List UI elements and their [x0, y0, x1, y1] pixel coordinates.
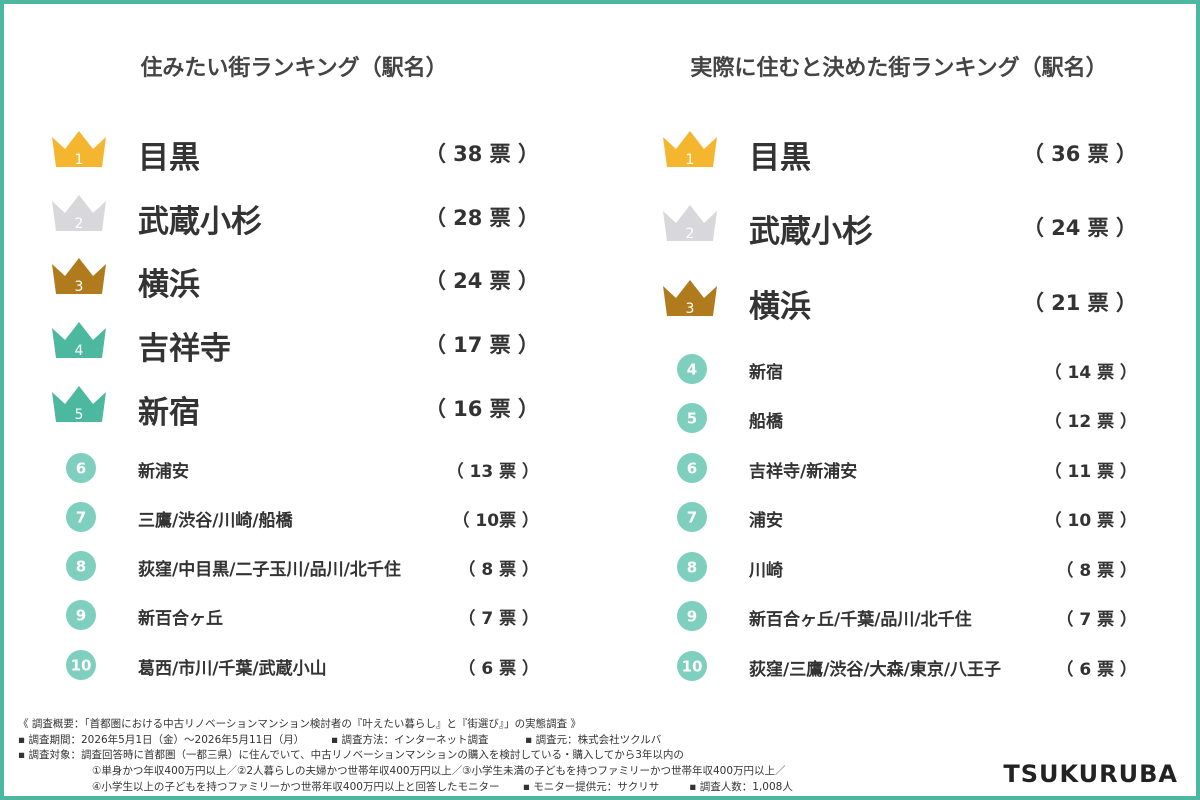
rank-badge [66, 650, 96, 680]
footer-line: ①単身かつ年収400万円以上／②2人暮らしの夫婦かつ世帯年収400万円以上／③小… [92, 765, 786, 777]
votes: （ 28 票 ） [424, 205, 539, 230]
rank-number: 1 [686, 152, 695, 168]
station-name: 吉祥寺/新浦安 [749, 462, 858, 483]
rank-number: 9 [76, 607, 86, 625]
station-name: 目黒 [138, 139, 200, 176]
station-name: 船橋 [749, 412, 783, 433]
votes: （ 38 票 ） [424, 141, 539, 166]
votes: （ 21 票 ） [1022, 290, 1137, 315]
rank-badge [66, 600, 96, 630]
icons: 1 2 3 4 5 6 7 8 9 10 1 2 3 4 5 6 7 8 9 10 [52, 131, 717, 681]
station-name: 新百合ヶ丘/千葉/品川/北千住 [749, 610, 972, 631]
rank-number: 8 [76, 558, 86, 576]
rank-number: 10 [71, 657, 92, 675]
votes: （ 10 票 ） [1044, 511, 1137, 532]
votes: （ 12 票 ） [1044, 412, 1137, 433]
votes: （ 24 票 ） [424, 268, 539, 293]
rank-number: 2 [75, 216, 84, 232]
station-name: 荻窪/三鷹/渋谷/大森/東京/八王子 [749, 660, 1002, 681]
rank-badge [66, 453, 96, 483]
votes: （ 16 票 ） [424, 396, 539, 421]
rank-number: 5 [75, 407, 84, 423]
station-name: 横浜 [749, 288, 811, 325]
rank-number: 9 [687, 608, 697, 626]
rank-number: 3 [686, 301, 695, 317]
rank-badge [677, 453, 707, 483]
crown [52, 131, 106, 167]
crown [52, 258, 106, 294]
station-name: 荻窪/中目黒/二子玉川/品川/北千住 [138, 560, 401, 581]
votes: （ 14 票 ） [1044, 363, 1137, 384]
footer-line: ▪ 調査対象：調査回答時に首都圏（一都三県）に住んでいて、中古リノベーションマン… [18, 749, 684, 761]
station-name: 葛西/市川/千葉/武蔵小山 [138, 659, 327, 680]
station-name: 川崎 [749, 561, 783, 582]
rank-badge [66, 502, 96, 532]
rank-number: 6 [687, 460, 697, 478]
rank-number: 4 [75, 343, 84, 359]
footer-line: 《 調査概要：「首都圏における中古リノベーションマンション検討者の『叶えたい暮ら… [18, 718, 581, 730]
right-title: 実際に住むと決めた街ランキング（駅名） [690, 56, 1108, 81]
rank-number: 5 [687, 410, 697, 428]
left-title: 住みたい街ランキング（駅名） [140, 56, 448, 81]
votes: （ 10票 ） [452, 511, 540, 532]
footer-line: ④小学生以上の子どもを持つファミリーかつ世帯年収400万円以上と回答したモニター… [92, 781, 793, 793]
rank-badge [677, 552, 707, 582]
station-name: 新百合ヶ丘 [138, 609, 223, 630]
station-name: 三鷹/渋谷/川崎/船橋 [138, 511, 293, 532]
logo: TSUKURUBA [1003, 760, 1178, 788]
rank-number: 7 [76, 509, 86, 527]
votes: （ 7 票 ） [1056, 610, 1137, 631]
votes: （ 11 票 ） [1044, 462, 1137, 483]
station-name: 吉祥寺 [138, 330, 231, 367]
rank-number: 3 [75, 279, 84, 295]
votes: （ 24 票 ） [1022, 215, 1137, 240]
rank-badge [677, 354, 707, 384]
votes: （ 36 票 ） [1022, 141, 1137, 166]
rank-number: 6 [76, 460, 86, 478]
crown [52, 195, 106, 231]
rank-number: 2 [686, 226, 695, 242]
rank-badge [677, 502, 707, 532]
station-name: 新宿 [749, 363, 783, 384]
rank-number: 8 [687, 559, 697, 577]
rank-badge [66, 551, 96, 581]
station-name: 武蔵小杉 [138, 203, 262, 240]
crown [663, 280, 717, 316]
station-name: 武蔵小杉 [749, 213, 873, 250]
station-name: 新浦安 [138, 462, 189, 483]
rank-badge [677, 403, 707, 433]
votes: （ 8 票 ） [1056, 561, 1137, 582]
votes: （ 17 票 ） [424, 332, 539, 357]
rank-number: 1 [75, 152, 84, 168]
votes: （ 6 票 ） [458, 659, 539, 680]
crown [52, 322, 106, 358]
station-name: 新宿 [138, 394, 200, 431]
crown [52, 386, 106, 422]
station-name: 横浜 [138, 266, 200, 303]
rank-badge [677, 601, 707, 631]
votes: （ 8 票 ） [458, 560, 539, 581]
station-name: 浦安 [749, 511, 783, 532]
rank-badge [677, 651, 707, 681]
votes: （ 6 票 ） [1056, 660, 1137, 681]
rank-number: 10 [682, 658, 703, 676]
station-name: 目黒 [749, 139, 811, 176]
footer-line: ▪ 調査期間：2026年5月1日（金）～2026年5月11日（月） ▪ 調査方法… [18, 734, 662, 746]
votes: （ 7 票 ） [458, 609, 539, 630]
rank-number: 4 [687, 361, 697, 379]
crown [663, 131, 717, 167]
votes: （ 13 票 ） [446, 462, 539, 483]
rank-number: 7 [687, 509, 697, 527]
crown [663, 205, 717, 241]
